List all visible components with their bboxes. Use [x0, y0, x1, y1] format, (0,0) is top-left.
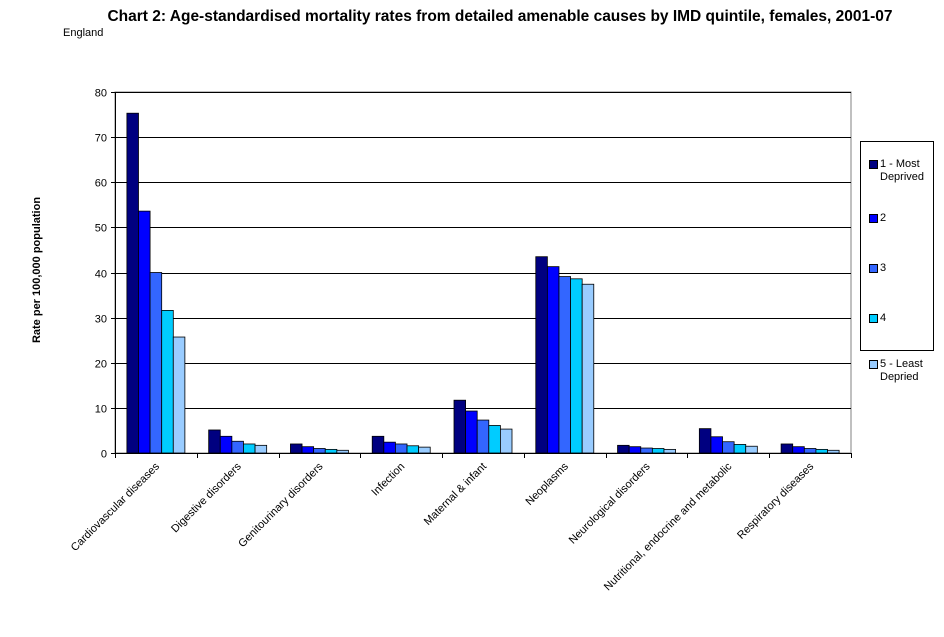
x-tick-label: Digestive disorders [169, 460, 244, 535]
chart-title: Chart 2: Age-standardised mortality rate… [107, 8, 893, 25]
bar [138, 210, 151, 454]
bar [208, 429, 221, 454]
bar [546, 266, 560, 454]
legend-label: 1 - Most Deprived [880, 158, 925, 183]
bar [827, 449, 840, 454]
y-tick-label: 40 [95, 269, 107, 281]
legend-swatch [869, 160, 878, 169]
bar [499, 428, 513, 454]
bar [581, 283, 595, 454]
bar [651, 448, 665, 454]
bar [172, 336, 186, 454]
y-tick-label: 30 [95, 314, 107, 326]
x-tick-label: Nutritional, endocrine and metabolic [602, 460, 735, 593]
y-tick-label: 50 [95, 223, 107, 235]
bar [698, 428, 712, 454]
bar [219, 435, 233, 454]
plot-area [114, 91, 852, 454]
legend-label: 3 [880, 262, 887, 274]
bar [722, 441, 735, 454]
bar [815, 448, 828, 454]
y-tick-label: 70 [95, 133, 107, 145]
y-tick-label: 10 [95, 404, 107, 416]
y-tick-label: 20 [95, 359, 107, 371]
x-tick-label: Genitourinary disorders [236, 460, 326, 550]
bar [465, 410, 478, 454]
bar [628, 446, 642, 454]
bar [640, 447, 653, 454]
legend-item: 4 [869, 312, 936, 325]
bar [313, 448, 326, 454]
bar [453, 399, 467, 454]
bar [254, 444, 268, 454]
legend: 1 - Most Deprived 2 3 4 5 - Least Depried [860, 141, 936, 383]
legend-label: 4 [880, 312, 887, 324]
x-tick-label: Respiratory diseases [735, 460, 816, 541]
bar [231, 440, 244, 454]
bar [301, 446, 315, 454]
legend-item: 3 [869, 262, 936, 275]
x-tick-label: Neurological disorders [567, 460, 653, 546]
bar [663, 448, 676, 454]
y-tick-label: 80 [95, 88, 107, 100]
bar [710, 436, 723, 454]
bar [733, 444, 747, 454]
bar [803, 448, 817, 454]
bar [395, 443, 408, 454]
x-tick-label: Infection [369, 461, 407, 499]
bar [290, 443, 303, 454]
legend-swatch [869, 214, 878, 223]
bar [558, 276, 571, 454]
x-tick-label: Cardiovascular diseases [69, 460, 163, 554]
bar [126, 112, 139, 454]
legend-label: 5 - Least Depried [880, 358, 923, 383]
bar [745, 445, 758, 454]
bar [243, 443, 256, 454]
legend-item: 5 - Least Depried [869, 358, 936, 384]
bar [792, 446, 805, 454]
bar [161, 310, 174, 454]
legend-item: 2 [869, 212, 936, 225]
x-tick-label: Maternal & infant [422, 461, 489, 528]
bar [149, 272, 163, 454]
bar [383, 441, 396, 454]
bar [406, 445, 420, 454]
y-tick-label: 0 [101, 449, 107, 461]
legend-swatch [869, 314, 878, 323]
legend-swatch [869, 360, 878, 369]
bar [570, 278, 583, 454]
bar [476, 419, 490, 454]
bar [780, 443, 794, 454]
bar [324, 448, 338, 454]
legend-label: 2 [880, 212, 887, 224]
bar [371, 435, 385, 454]
bar [488, 425, 501, 454]
bar [617, 444, 630, 454]
region-label: England [63, 27, 104, 39]
legend-item: 1 - Most Deprived [869, 158, 936, 184]
y-tick-label: 60 [95, 178, 107, 190]
legend-swatch [869, 264, 878, 273]
bar [418, 446, 431, 454]
bar [535, 256, 548, 454]
bar [336, 449, 349, 454]
x-tick-label: Neoplasms [524, 460, 572, 508]
